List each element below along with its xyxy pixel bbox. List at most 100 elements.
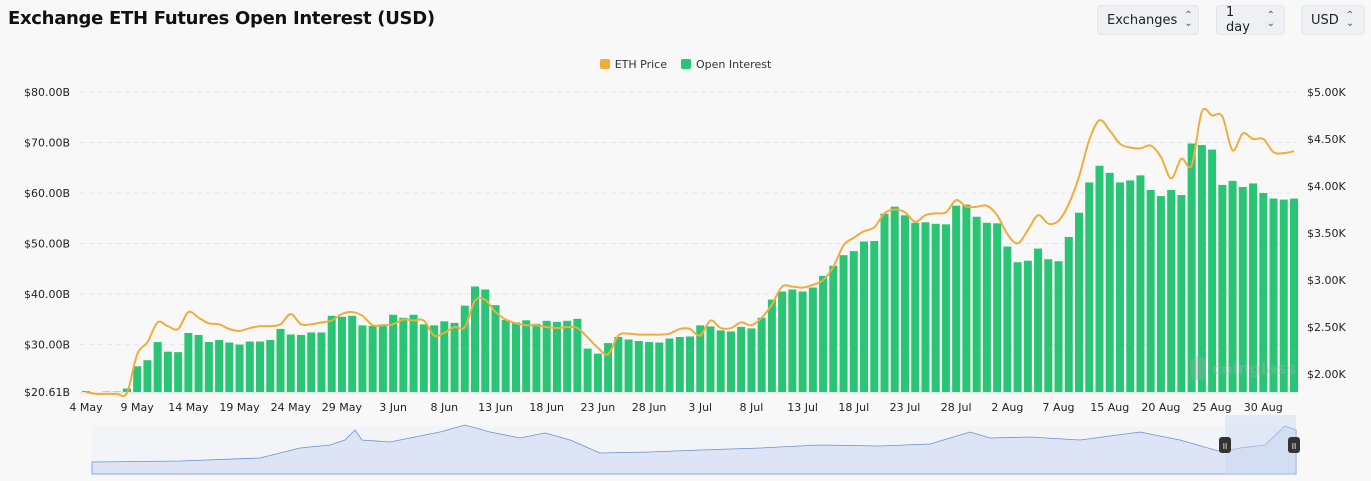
open-interest-bar[interactable]	[245, 341, 254, 392]
open-interest-bar[interactable]	[266, 340, 275, 392]
open-interest-bar[interactable]	[665, 338, 674, 392]
open-interest-bar[interactable]	[348, 315, 357, 392]
open-interest-bar[interactable]	[972, 216, 981, 392]
open-interest-bar[interactable]	[634, 341, 643, 392]
open-interest-bar[interactable]	[337, 316, 346, 392]
open-interest-bar[interactable]	[573, 318, 582, 392]
open-interest-bar[interactable]	[788, 289, 797, 392]
open-interest-bar[interactable]	[276, 328, 285, 392]
open-interest-bar[interactable]	[870, 241, 879, 392]
open-interest-bar[interactable]	[204, 342, 213, 392]
open-interest-bar[interactable]	[1197, 145, 1206, 392]
open-interest-bar[interactable]	[675, 336, 684, 392]
open-interest-bar[interactable]	[737, 326, 746, 392]
open-interest-bar[interactable]	[819, 275, 828, 392]
open-interest-bar[interactable]	[1279, 199, 1288, 392]
open-interest-bar[interactable]	[1064, 236, 1073, 392]
open-interest-bar[interactable]	[143, 360, 152, 392]
open-interest-bar[interactable]	[1259, 193, 1268, 392]
legend-item-open-interest[interactable]: Open Interest	[681, 58, 771, 71]
open-interest-bar[interactable]	[307, 332, 316, 392]
open-interest-bar[interactable]	[931, 223, 940, 392]
navigator-right-handle[interactable]	[1288, 437, 1300, 453]
open-interest-bar[interactable]	[982, 222, 991, 392]
open-interest-bar[interactable]	[215, 340, 224, 392]
open-interest-bar[interactable]	[583, 348, 592, 392]
open-interest-bar[interactable]	[153, 342, 162, 392]
open-interest-bar[interactable]	[1023, 260, 1032, 392]
open-interest-bar[interactable]	[900, 215, 909, 392]
open-interest-bar[interactable]	[563, 320, 572, 392]
open-interest-bar[interactable]	[655, 342, 664, 392]
open-interest-bar[interactable]	[235, 344, 244, 392]
open-interest-bar[interactable]	[839, 255, 848, 392]
open-interest-bar[interactable]	[460, 305, 469, 392]
open-interest-bar[interactable]	[286, 334, 295, 392]
open-interest-bar[interactable]	[327, 315, 336, 392]
open-interest-bar[interactable]	[450, 322, 459, 392]
open-interest-bar[interactable]	[1034, 248, 1043, 392]
open-interest-bar[interactable]	[1013, 262, 1022, 392]
open-interest-bar[interactable]	[1249, 183, 1258, 392]
open-interest-bar[interactable]	[419, 324, 428, 392]
open-interest-bar[interactable]	[706, 326, 715, 392]
open-interest-bar[interactable]	[604, 343, 613, 392]
open-interest-bar[interactable]	[624, 339, 633, 392]
open-interest-bar[interactable]	[860, 241, 869, 392]
open-interest-bar[interactable]	[368, 325, 377, 392]
open-interest-bar[interactable]	[491, 305, 500, 392]
open-interest-bar[interactable]	[696, 325, 705, 392]
open-interest-bar[interactable]	[941, 224, 950, 392]
open-interest-bar[interactable]	[1290, 198, 1298, 392]
open-interest-bar[interactable]	[1156, 196, 1165, 392]
open-interest-bar[interactable]	[256, 341, 265, 392]
open-interest-bar[interactable]	[1146, 189, 1155, 392]
open-interest-bar[interactable]	[1269, 198, 1278, 392]
open-interest-bar[interactable]	[1054, 261, 1063, 392]
open-interest-bar[interactable]	[716, 330, 725, 392]
open-interest-bar[interactable]	[471, 286, 480, 392]
open-interest-bar[interactable]	[962, 204, 971, 392]
open-interest-bar[interactable]	[296, 334, 305, 392]
open-interest-bar[interactable]	[921, 222, 930, 392]
open-interest-bar[interactable]	[1187, 143, 1196, 392]
open-interest-bar[interactable]	[399, 317, 408, 392]
navigator-left-handle[interactable]	[1219, 437, 1231, 453]
open-interest-bar[interactable]	[1075, 212, 1084, 392]
open-interest-bar[interactable]	[645, 342, 654, 392]
open-interest-bar[interactable]	[993, 223, 1002, 392]
open-interest-bar[interactable]	[552, 321, 561, 392]
navigator[interactable]: ll ll	[91, 415, 1300, 475]
legend-item-eth-price[interactable]: ETH Price	[599, 58, 667, 71]
open-interest-bar[interactable]	[1136, 175, 1145, 392]
open-interest-bar[interactable]	[829, 265, 838, 392]
open-interest-bar[interactable]	[358, 325, 367, 392]
open-interest-bar[interactable]	[880, 213, 889, 392]
open-interest-bar[interactable]	[522, 320, 531, 392]
open-interest-bar[interactable]	[501, 319, 510, 392]
open-interest-bar[interactable]	[778, 291, 787, 392]
open-interest-bar[interactable]	[890, 206, 899, 392]
open-interest-bar[interactable]	[378, 324, 387, 392]
open-interest-bar[interactable]	[440, 321, 449, 392]
open-interest-bar[interactable]	[1003, 246, 1012, 392]
open-interest-bar[interactable]	[184, 332, 193, 392]
open-interest-bar[interactable]	[1177, 195, 1186, 392]
open-interest-bar[interactable]	[1095, 165, 1104, 392]
exchanges-select[interactable]: Exchanges ⌃ ⌄	[1097, 5, 1199, 35]
open-interest-bar[interactable]	[1238, 186, 1247, 392]
open-interest-bar[interactable]	[1044, 259, 1053, 392]
open-interest-bar[interactable]	[1105, 172, 1114, 392]
open-interest-bar[interactable]	[614, 336, 623, 392]
open-interest-bar[interactable]	[481, 289, 490, 392]
open-interest-bar[interactable]	[726, 331, 735, 392]
open-interest-bar[interactable]	[122, 388, 131, 392]
open-interest-bar[interactable]	[849, 251, 858, 392]
open-interest-bar[interactable]	[798, 291, 807, 392]
open-interest-bar[interactable]	[767, 299, 776, 392]
open-interest-bar[interactable]	[409, 314, 418, 392]
open-interest-bar[interactable]	[757, 317, 766, 392]
open-interest-bar[interactable]	[808, 287, 817, 392]
open-interest-bar[interactable]	[542, 320, 551, 392]
open-interest-bar[interactable]	[1085, 182, 1094, 392]
